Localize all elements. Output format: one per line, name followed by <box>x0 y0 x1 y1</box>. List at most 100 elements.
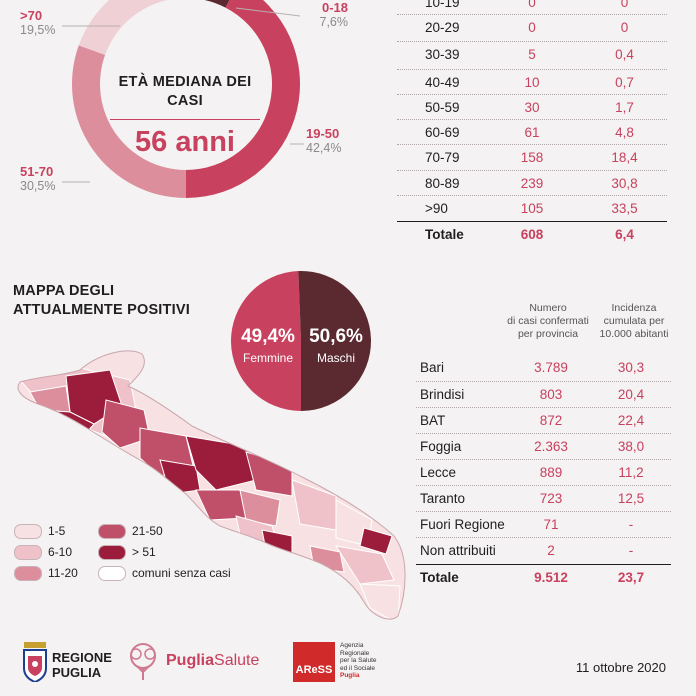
province-cases: 889 <box>539 465 563 480</box>
age-cases: 61 <box>524 125 540 140</box>
legend-label-21-50: 21-50 <box>132 524 163 538</box>
age-cases: 239 <box>520 176 544 191</box>
map-title-line2: ATTUALMENTE POSITIVI <box>13 302 190 318</box>
age-label: >90 <box>425 201 448 216</box>
age-total-rate: 6,4 <box>615 227 634 242</box>
map-title: MAPPA DEGLI ATTUALMENTE POSITIVI <box>13 282 190 320</box>
donut-center-value: 56 anni <box>135 126 235 158</box>
age-table: 10-19 0 0 20-29 0 0 30-39 5 0,4 40-49 10… <box>397 0 667 250</box>
regione-line1: REGIONE <box>52 650 112 665</box>
table-row: Foggia 2.363 38,0 <box>416 433 671 459</box>
maschi-pct: 50,6% <box>309 326 363 347</box>
header-col-cases-line3: per provincia <box>517 328 579 340</box>
legend-label-11-20: 11-20 <box>48 566 78 580</box>
province-cases: 2 <box>547 543 555 558</box>
slice-51-70 <box>71 45 186 198</box>
femmine-text: Femmine <box>242 351 293 365</box>
slice-label-0-18: 0-18 7,6% <box>300 0 349 29</box>
age-label: 50-59 <box>425 100 460 115</box>
age-donut-chart <box>71 0 300 198</box>
header-col-cases-line1: Numero <box>529 302 567 314</box>
table-row: Lecce 889 11,2 <box>416 459 671 485</box>
province-rate: 22,4 <box>617 413 645 428</box>
province-cases: 872 <box>539 413 563 428</box>
age-cases: 5 <box>528 47 536 62</box>
age-label: 60-69 <box>425 125 460 140</box>
age-cases: 10 <box>524 75 540 90</box>
slice-19-50 <box>186 0 300 198</box>
province-label: Lecce <box>420 465 457 480</box>
slice-femmine <box>230 271 301 411</box>
regione-puglia-logo: REGIONE PUGLIA <box>52 650 112 680</box>
aress-text-line2: Regionale <box>340 649 370 657</box>
donut-center-title: ETÀ MEDIANA DEI CASI <box>110 73 260 111</box>
legend-swatch-21-50 <box>98 524 126 539</box>
province-label: Foggia <box>420 439 462 454</box>
legend-label-no-cases: comuni senza casi <box>132 566 231 580</box>
age-total-label: Totale <box>425 227 464 242</box>
province-cases: 71 <box>543 517 559 532</box>
province-rate: - <box>628 517 634 532</box>
age-cases: 105 <box>520 201 544 216</box>
legend-label-6-10: 6-10 <box>48 545 73 559</box>
legend-swatch-1-5 <box>14 524 42 539</box>
table-row: BAT 872 22,4 <box>416 407 671 433</box>
age-rate: 1,7 <box>615 100 634 115</box>
slice-0-18-label: 0-18 <box>321 0 348 15</box>
province-cases: 723 <box>539 491 563 506</box>
legend-swatch-11-20 <box>14 566 42 581</box>
leader-lines <box>62 7 304 183</box>
legend-label-over-51: > 51 <box>132 545 156 559</box>
province-table-header: Numero di casi confermati per provincia … <box>416 302 671 348</box>
header-col-cases-line2: di casi confermati <box>507 315 589 327</box>
puglia-salute-tree-icon <box>130 643 156 680</box>
province-cases: 2.363 <box>534 439 568 454</box>
province-total-cases: 9.512 <box>534 570 568 585</box>
map-title-line1: MAPPA DEGLI <box>13 283 115 299</box>
table-row: 30-39 5 0,4 <box>397 41 667 67</box>
age-label: 70-79 <box>425 150 460 165</box>
gender-maschi-label: 50,6% Maschi <box>304 326 368 365</box>
slice-label-19-50: 19-50 42,4% <box>306 126 341 155</box>
province-rate: 12,5 <box>617 491 645 506</box>
slice-19-50-label: 19-50 <box>306 126 340 141</box>
table-row: Taranto 723 12,5 <box>416 485 671 511</box>
puglia-salute-part2: Salute <box>214 652 260 669</box>
slice-19-50-value: 42,4% <box>306 141 342 155</box>
aress-text-line1: Agenzia <box>340 642 364 649</box>
header-col-cases: Numero di casi confermati per provincia <box>498 302 598 341</box>
province-label: Fuori Regione <box>420 517 505 532</box>
age-rate: 33,5 <box>611 201 638 216</box>
age-cases: 0 <box>528 0 536 10</box>
puglia-salute-logo: PugliaSalute <box>166 652 259 670</box>
header-col-incidence-line2: cumulata per <box>603 315 665 327</box>
regione-puglia-crest-icon <box>23 642 47 682</box>
table-row: 10-19 0 0 <box>397 0 667 15</box>
aress-text-line5: Puglia <box>340 672 360 679</box>
slice-51-70-label: 51-70 <box>20 164 54 179</box>
province-rate: 20,4 <box>617 387 645 402</box>
donut-center-divider <box>110 119 260 120</box>
donut-title-text: ETÀ MEDIANA DEI CASI <box>118 74 252 109</box>
province-rate: 38,0 <box>617 439 645 454</box>
femmine-pct: 49,4% <box>241 326 295 347</box>
puglia-map <box>17 350 406 620</box>
table-row: 70-79 158 18,4 <box>397 144 667 170</box>
map-legend: 1-5 6-10 11-20 21-50 > 51 comuni senza c… <box>14 524 244 588</box>
slice-over70-value: 19,5% <box>20 23 56 37</box>
slice-0-18 <box>204 0 230 8</box>
legend-swatch-over-51 <box>98 545 126 560</box>
legend-swatch-6-10 <box>14 545 42 560</box>
slice-0-18-value: 7,6% <box>319 15 349 29</box>
table-row: 60-69 61 4,8 <box>397 119 667 145</box>
slice-over70-label: >70 <box>20 8 43 23</box>
legend-swatch-no-cases <box>98 566 126 581</box>
age-rate: 18,4 <box>611 150 638 165</box>
age-label: 40-49 <box>425 75 460 90</box>
table-row: >90 105 33,5 <box>397 195 667 221</box>
province-label: Bari <box>420 360 445 375</box>
aress-text-line4: ed il Sociale <box>340 664 376 672</box>
age-cases: 158 <box>520 150 544 165</box>
province-cases: 3.789 <box>534 360 568 375</box>
province-label: BAT <box>420 413 446 428</box>
